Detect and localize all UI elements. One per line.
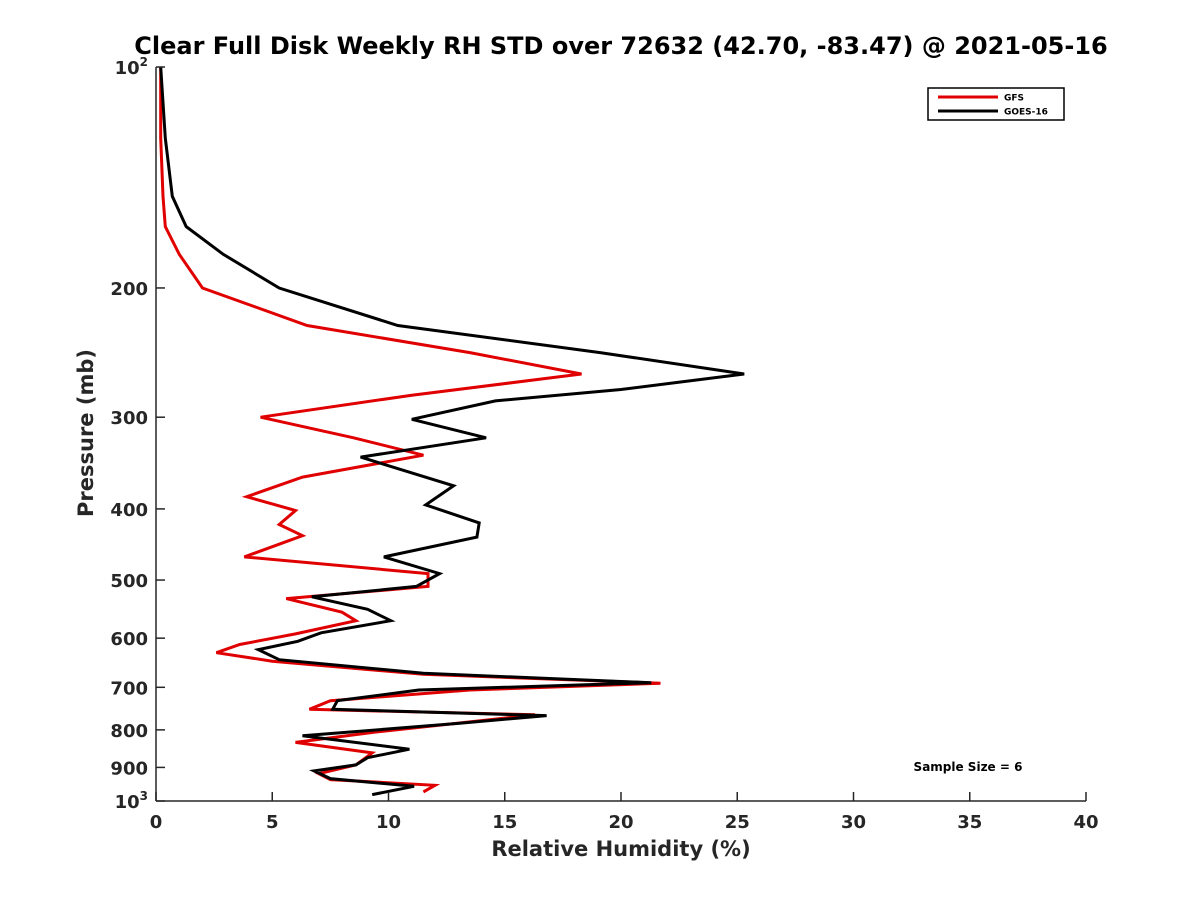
plot-area: 0 5 10 15 20 25 30 35 40 102 200 300 400 500 600 700 80… [110, 55, 1098, 833]
x-tick-label: 35 [957, 812, 982, 833]
y-tick-label: 103 [115, 789, 148, 813]
x-tick-label: 20 [608, 812, 633, 833]
y-tick-label: 600 [110, 629, 148, 650]
y-tick-label: 300 [110, 408, 148, 429]
y-tick-label: 700 [110, 678, 148, 699]
x-tick-label: 25 [725, 812, 750, 833]
sample-size-annotation: Sample Size = 6 [914, 760, 1023, 774]
legend: GFS GOES-16 [927, 87, 1065, 121]
y-tick-label: 900 [110, 758, 148, 779]
legend-label: GOES-16 [1004, 108, 1048, 118]
y-axis-label: Pressure (mb) [74, 349, 98, 517]
x-tick-label: 0 [150, 812, 163, 833]
y-tick-label: 200 [110, 279, 148, 300]
series-line-goes-16 [159, 66, 745, 797]
x-tick-label: 30 [841, 812, 866, 833]
y-tick-label: 400 [110, 500, 148, 521]
legend-label: GFS [1004, 94, 1024, 104]
y-tick-label: 500 [110, 571, 148, 592]
chart-title: Clear Full Disk Weekly RH STD over 72632… [134, 32, 1107, 60]
x-tick-label: 40 [1073, 812, 1098, 833]
y-ticks: 102 200 300 400 500 600 700 800 900 103 [110, 55, 165, 813]
x-axis-label: Relative Humidity (%) [491, 837, 750, 861]
series-line-gfs [159, 67, 661, 794]
series-group [159, 66, 745, 797]
x-ticks: 0 5 10 15 20 25 30 35 40 [150, 792, 1099, 833]
x-tick-label: 15 [492, 812, 517, 833]
legend-box [927, 87, 1065, 121]
x-tick-label: 5 [266, 812, 279, 833]
y-tick-label: 102 [115, 55, 148, 79]
y-tick-label: 800 [110, 721, 148, 742]
x-tick-label: 10 [376, 812, 401, 833]
